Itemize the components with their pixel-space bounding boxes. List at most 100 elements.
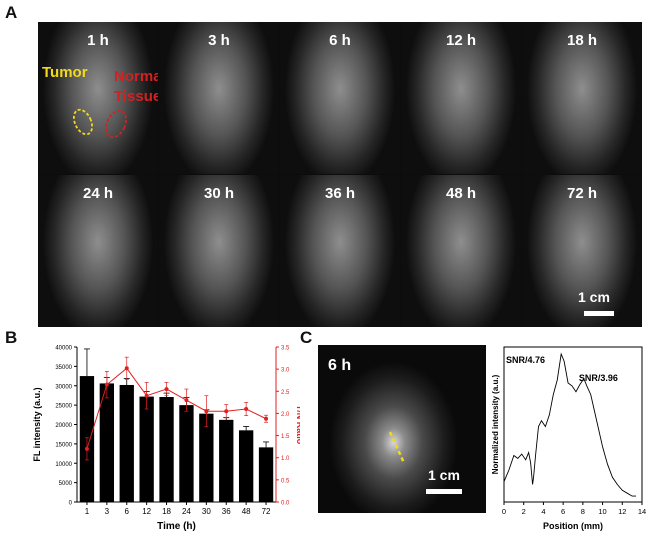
image-tile: 48 h: [401, 175, 521, 327]
x-axis-title: Position (mm): [543, 521, 603, 531]
x-tick-label: 6: [125, 507, 130, 516]
y-axis-title: Normalized intensity (a.u.): [491, 374, 500, 474]
x-tick-label: 24: [182, 507, 191, 516]
timepoint-label: 72 h: [566, 185, 597, 202]
panel-label-a: A: [5, 3, 18, 22]
bar: [199, 413, 214, 502]
x-tick-label: 12: [142, 507, 151, 516]
ratio-point: [264, 416, 269, 421]
tumor-label: Tumor: [42, 64, 88, 81]
zoomed-scale-bar: [426, 489, 462, 494]
normal-tissue-label: Normal Tissue: [114, 67, 158, 107]
ratio-point: [224, 409, 229, 414]
x-tick-label: 3: [105, 507, 110, 516]
y-tick-label: 20000: [55, 423, 72, 429]
x-tick-label: 2: [522, 507, 526, 516]
x-tick-label: 10: [598, 507, 606, 516]
timepoint-label: 18 h: [566, 32, 597, 49]
x-tick-label: 48: [242, 507, 251, 516]
image-tile: 1 h Tumor Normal Tissue: [38, 22, 158, 174]
y-tick-label: 35000: [55, 365, 72, 371]
ratio-point: [144, 393, 149, 398]
zoomed-image-6h: 6 h 1 cm: [318, 345, 486, 513]
y-tick-label: 0: [69, 501, 73, 507]
bar: [139, 396, 154, 502]
x-tick-label: 8: [581, 507, 585, 516]
x-tick-label: 72: [262, 507, 271, 516]
y2-tick-label: 2.0: [281, 412, 290, 418]
bar: [219, 419, 234, 502]
ratio-point: [104, 382, 109, 387]
profile-line: [388, 431, 406, 464]
image-tile: 6 h: [280, 22, 400, 174]
ratio-point: [164, 387, 169, 392]
panel-label-c: C: [300, 328, 313, 347]
ratio-point: [244, 407, 249, 411]
chart-b: 0 5000 10000 15000 20000 25000 30000 35000 40000…: [32, 346, 300, 533]
y2-tick-label: 0.5: [281, 478, 290, 484]
y2-tick-label: 3.5: [281, 346, 290, 352]
x-tick-label: 36: [222, 507, 231, 516]
fluorescence-image-grid: 1 h Tumor Normal Tissue 3 h 6 h 12 h 18 …: [38, 22, 642, 327]
x-tick-label: 12: [618, 507, 626, 516]
bar: [159, 396, 174, 502]
y-tick-label: 30000: [55, 384, 72, 390]
plot-frame: [503, 346, 643, 503]
timepoint-label: 30 h: [203, 185, 234, 202]
ratio-line: [86, 367, 267, 450]
image-tile: 12 h: [401, 22, 521, 174]
timepoint-label: 48 h: [445, 185, 476, 202]
bar: [258, 447, 274, 502]
zoomed-image-time-label: 6 h: [328, 357, 352, 374]
y2-tick-label: 0.0: [281, 501, 290, 507]
snr-annotation-2: SNR/3.96: [579, 373, 618, 383]
intensity-profile-line: [503, 352, 637, 497]
image-tile: 30 h: [159, 175, 279, 327]
timepoint-label: 24 h: [82, 185, 113, 202]
image-tile: 36 h: [280, 175, 400, 327]
snr-annotation-1: SNR/4.76: [506, 355, 545, 365]
bar: [99, 383, 115, 502]
scale-bar: [584, 311, 614, 316]
y-axis-title: FL intensity (a.u.): [32, 387, 42, 461]
y2-tick-label: 1.5: [281, 434, 290, 440]
y2-tick-label: 1.0: [281, 456, 290, 462]
y-tick-label: 15000: [55, 442, 72, 448]
normal-tissue-roi: [105, 109, 127, 139]
timepoint-label: 1 h: [87, 32, 109, 49]
ratio-point: [184, 398, 189, 403]
bar: [238, 430, 254, 502]
roi-overlay: [73, 108, 127, 139]
x-tick-label: 6: [561, 507, 565, 516]
normal-label-line-1: Normal: [114, 68, 158, 85]
chart-c: 0 2 4 6 8 10 12 14 SNR/4.76 SNR/3.96 Position (mm)…: [491, 346, 646, 531]
x-tick-label: 18: [162, 507, 171, 516]
y-tick-label: 10000: [55, 462, 72, 468]
image-tile: 72 h 1 cm: [522, 175, 642, 327]
tumor-roi: [73, 108, 93, 136]
x-axis-title: Time (h): [157, 521, 196, 532]
ratio-point: [204, 409, 209, 414]
profile-line-overlay: [388, 431, 406, 464]
timepoint-label: 12 h: [445, 32, 476, 49]
y2-tick-label: 2.5: [281, 390, 290, 396]
y-tick-label: 25000: [55, 404, 72, 410]
timepoint-label: 36 h: [324, 185, 355, 202]
normal-label-line-2: Tissue: [114, 88, 158, 105]
y2-tick-label: 3.0: [281, 368, 290, 374]
x-tick-label: 14: [638, 507, 646, 516]
y-tick-label: 40000: [55, 346, 72, 352]
bar: [119, 384, 134, 502]
scale-bar-label: 1 cm: [578, 289, 610, 305]
x-tick-label: 0: [502, 507, 506, 516]
y-tick-label: 5000: [59, 481, 73, 487]
timepoint-label: 3 h: [208, 32, 230, 49]
x-tick-label: 1: [85, 507, 90, 516]
panel-label-b: B: [5, 328, 18, 347]
x-tick-label: 4: [541, 507, 545, 516]
image-tile: 24 h: [38, 175, 158, 327]
x-tick-label: 30: [202, 507, 211, 516]
ratio-point: [84, 446, 89, 451]
ratio-point: [124, 366, 129, 371]
image-tile: 3 h: [159, 22, 279, 174]
